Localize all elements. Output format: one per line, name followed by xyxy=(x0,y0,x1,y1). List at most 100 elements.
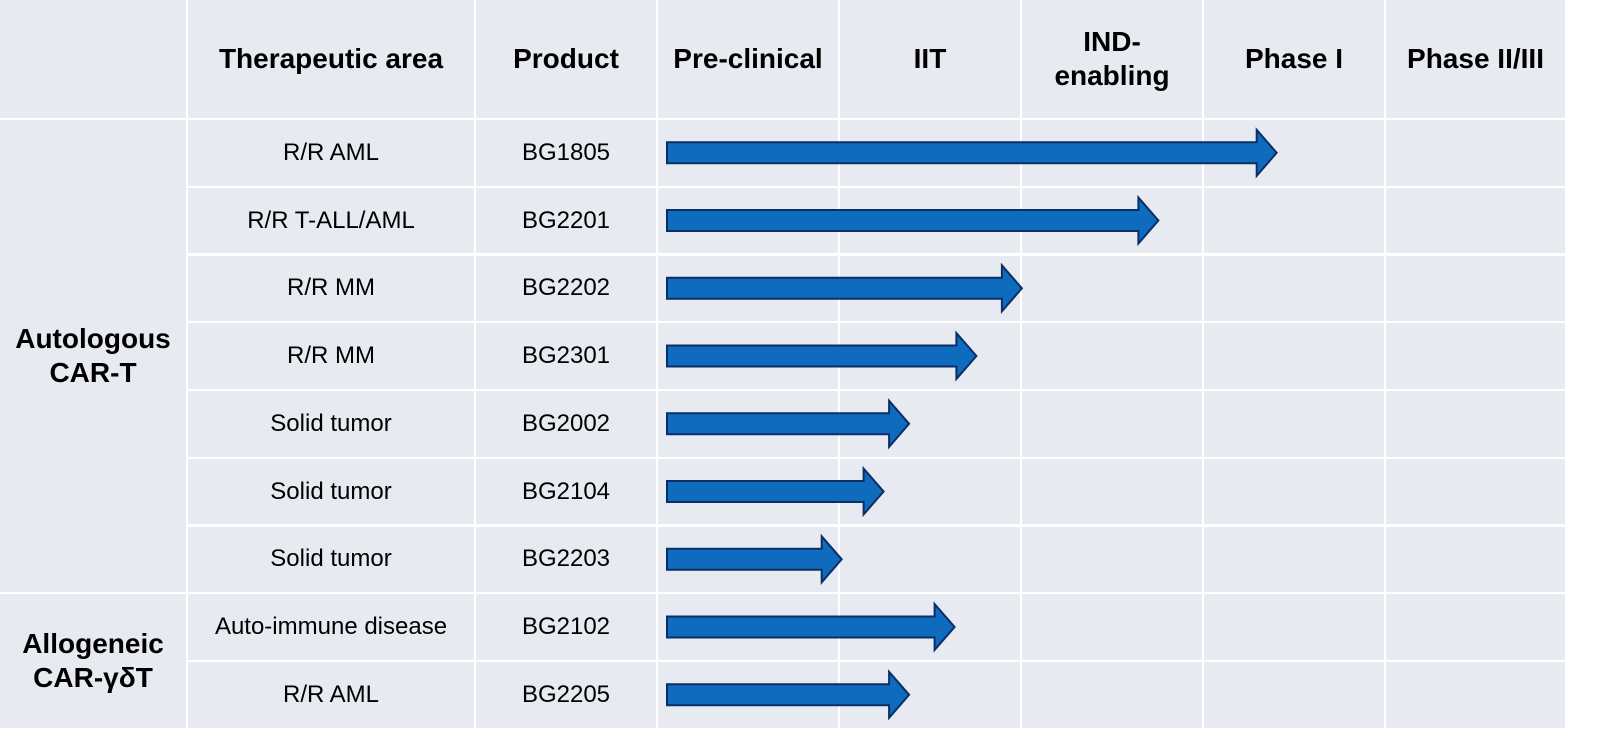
row-3-area-label: R/R MM xyxy=(287,274,375,302)
row-8-area: Auto-immune disease xyxy=(188,594,474,660)
row-1-area: R/R AML xyxy=(188,120,474,186)
header-phase-4: Phase I xyxy=(1204,0,1384,118)
row-7-area: Solid tumor xyxy=(188,526,474,592)
row-7-phase-2 xyxy=(840,526,1020,592)
row-9-phase-2 xyxy=(840,662,1020,728)
row-9-product: BG2205 xyxy=(476,662,656,728)
row-1-phase-2 xyxy=(840,120,1020,186)
header-phase-2-label: IIT xyxy=(913,43,947,74)
group-label-1-label: Autologous CAR-T xyxy=(15,323,171,388)
header-phase-4-label: Phase I xyxy=(1244,43,1344,74)
row-1-phase-3 xyxy=(1022,120,1202,186)
row-9-phase-3 xyxy=(1022,662,1202,728)
row-8-phase-1 xyxy=(658,594,838,660)
row-5-phase-2 xyxy=(840,391,1020,457)
row-1-product: BG1805 xyxy=(476,120,656,186)
row-9-phase-1 xyxy=(658,662,838,728)
row-6-product-label: BG2104 xyxy=(521,477,611,505)
row-3-phase-3 xyxy=(1022,255,1202,321)
row-7-phase-3 xyxy=(1022,526,1202,592)
row-5-phase-3 xyxy=(1022,391,1202,457)
row-5-phase-5 xyxy=(1386,391,1565,457)
row-6-phase-5 xyxy=(1386,458,1565,525)
row-7-phase-5 xyxy=(1386,526,1565,592)
row-6-area: Solid tumor xyxy=(188,458,474,525)
row-7-phase-1 xyxy=(658,526,838,592)
row-8-phase-3 xyxy=(1022,594,1202,660)
row-5-product-label: BG2002 xyxy=(521,409,611,437)
row-2-phase-4 xyxy=(1204,187,1384,254)
row-7-product-label: BG2203 xyxy=(521,545,611,573)
row-8-product-label: BG2102 xyxy=(521,613,611,640)
row-4-area: R/R MM xyxy=(188,323,474,389)
row-6-product: BG2104 xyxy=(476,458,656,525)
row-3-area: R/R MM xyxy=(188,255,474,321)
row-5-phase-4 xyxy=(1204,391,1384,457)
row-6-phase-4 xyxy=(1204,458,1384,525)
group-label-2: Allogeneic CAR-γδT xyxy=(0,594,186,728)
group-label-2-label: Allogeneic CAR-γδT xyxy=(22,627,164,693)
row-8-phase-4 xyxy=(1204,594,1384,660)
row-8-area-label: Auto-immune disease xyxy=(214,613,448,640)
header-phase-1: Pre-clinical xyxy=(658,0,838,118)
header-phase-1-label: Pre-clinical xyxy=(673,43,823,74)
row-6-phase-2 xyxy=(840,458,1020,525)
row-1-phase-4 xyxy=(1204,120,1384,186)
row-3-phase-2 xyxy=(840,255,1020,321)
row-1-phase-1 xyxy=(658,120,838,186)
row-4-phase-4 xyxy=(1204,323,1384,389)
row-9-area-label: R/R AML xyxy=(282,680,380,708)
row-1-product-label: BG1805 xyxy=(521,138,611,166)
row-2-phase-2 xyxy=(840,187,1020,254)
header-therapeutic-area: Therapeutic area xyxy=(188,0,474,118)
row-2-product: BG2201 xyxy=(476,187,656,254)
row-8-phase-5 xyxy=(1386,594,1565,660)
row-2-area: R/R T-ALL/AML xyxy=(188,187,474,254)
header-phase-5: Phase II/III xyxy=(1386,0,1565,118)
row-7-product: BG2203 xyxy=(476,526,656,592)
header-phase-2: IIT xyxy=(840,0,1020,118)
row-4-area-label: R/R MM xyxy=(287,342,375,369)
row-7-area-label: Solid tumor xyxy=(270,545,392,573)
row-6-phase-3 xyxy=(1022,458,1202,525)
row-4-phase-2 xyxy=(840,323,1020,389)
header-product: Product xyxy=(476,0,656,118)
row-2-phase-3 xyxy=(1022,187,1202,254)
row-7-phase-4 xyxy=(1204,526,1384,592)
row-5-area: Solid tumor xyxy=(188,391,474,457)
row-3-product: BG2202 xyxy=(476,255,656,321)
header-therapeutic-area-label: Therapeutic area xyxy=(218,43,444,74)
row-3-phase-5 xyxy=(1386,255,1565,321)
row-8-phase-2 xyxy=(840,594,1020,660)
group-label-1: Autologous CAR-T xyxy=(0,120,186,592)
row-2-area-label: R/R T-ALL/AML xyxy=(247,206,415,234)
header-phase-3: IND- enabling xyxy=(1022,0,1202,118)
row-4-product-label: BG2301 xyxy=(521,342,611,369)
row-2-phase-1 xyxy=(658,187,838,254)
row-3-product-label: BG2202 xyxy=(521,274,611,302)
row-2-product-label: BG2201 xyxy=(521,206,611,234)
row-4-phase-1 xyxy=(658,323,838,389)
row-5-area-label: Solid tumor xyxy=(270,409,392,437)
row-9-product-label: BG2205 xyxy=(521,680,611,708)
row-9-phase-4 xyxy=(1204,662,1384,728)
row-5-product: BG2002 xyxy=(476,391,656,457)
row-2-phase-5 xyxy=(1386,187,1565,254)
header-phase-3-label: IND- enabling xyxy=(1054,26,1170,91)
header-phase-5-label: Phase II/III xyxy=(1407,43,1544,74)
row-3-phase-4 xyxy=(1204,255,1384,321)
row-9-phase-5 xyxy=(1386,662,1565,728)
row-1-area-label: R/R AML xyxy=(282,138,380,166)
row-9-area: R/R AML xyxy=(188,662,474,728)
row-4-product: BG2301 xyxy=(476,323,656,389)
row-4-phase-5 xyxy=(1386,323,1565,389)
row-8-product: BG2102 xyxy=(476,594,656,660)
row-1-phase-5 xyxy=(1386,120,1565,186)
header-product-label: Product xyxy=(513,43,619,74)
header-corner xyxy=(0,0,186,118)
row-5-phase-1 xyxy=(658,391,838,457)
row-6-area-label: Solid tumor xyxy=(270,477,392,505)
row-4-phase-3 xyxy=(1022,323,1202,389)
row-6-phase-1 xyxy=(658,458,838,525)
